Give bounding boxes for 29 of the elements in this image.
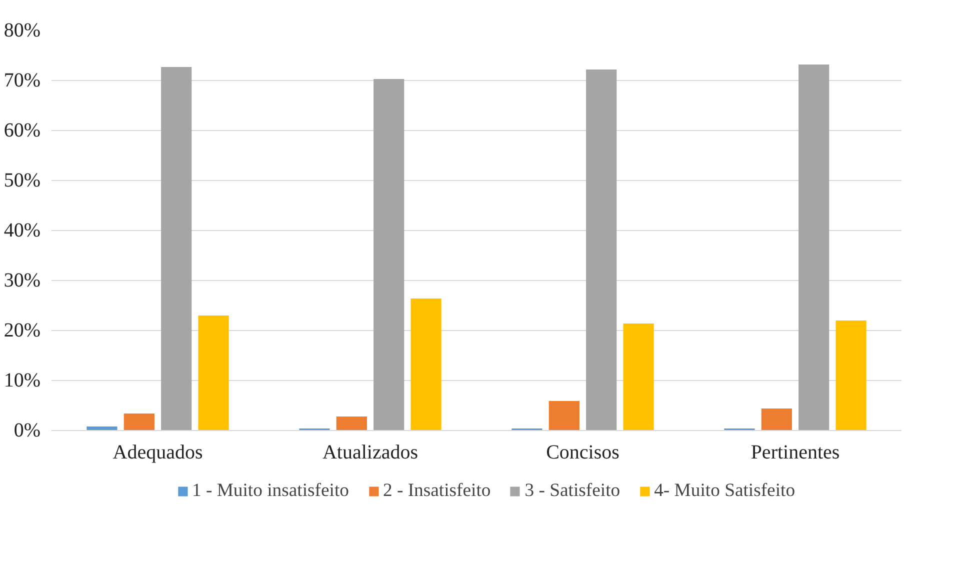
bar bbox=[761, 408, 792, 430]
y-tick-label: 40% bbox=[4, 220, 41, 242]
bar bbox=[798, 64, 830, 430]
x-tick-label: Concisos bbox=[546, 442, 620, 464]
y-tick-label: 20% bbox=[4, 320, 41, 342]
y-tick-label: 0% bbox=[14, 420, 41, 442]
bar bbox=[336, 416, 367, 430]
bar bbox=[410, 298, 442, 430]
y-tick-label: 30% bbox=[4, 270, 41, 292]
y-tick-label: 80% bbox=[4, 20, 41, 42]
x-tick-label: Adequados bbox=[112, 442, 203, 464]
bar bbox=[374, 79, 404, 430]
legend-label: 4- Muito Satisfeito bbox=[654, 480, 796, 502]
bar bbox=[836, 320, 866, 430]
y-tick-label: 60% bbox=[4, 120, 41, 142]
legend-label: 3 - Satisfeito bbox=[524, 480, 620, 502]
y-tick-label: 70% bbox=[4, 70, 41, 92]
bar bbox=[124, 414, 154, 430]
legend-label: 1 - Muito insatisfeito bbox=[192, 480, 349, 502]
x-tick-label: Pertinentes bbox=[750, 442, 840, 464]
bar bbox=[586, 70, 617, 430]
y-tick-label: 10% bbox=[4, 370, 41, 392]
legend-label: 2 - Insatisfeito bbox=[382, 480, 491, 502]
y-tick-label: 50% bbox=[4, 170, 41, 192]
bar bbox=[161, 67, 192, 430]
bar bbox=[548, 401, 580, 430]
x-tick-label: Atualizados bbox=[322, 442, 418, 464]
bar bbox=[198, 316, 229, 430]
bar bbox=[623, 324, 654, 430]
